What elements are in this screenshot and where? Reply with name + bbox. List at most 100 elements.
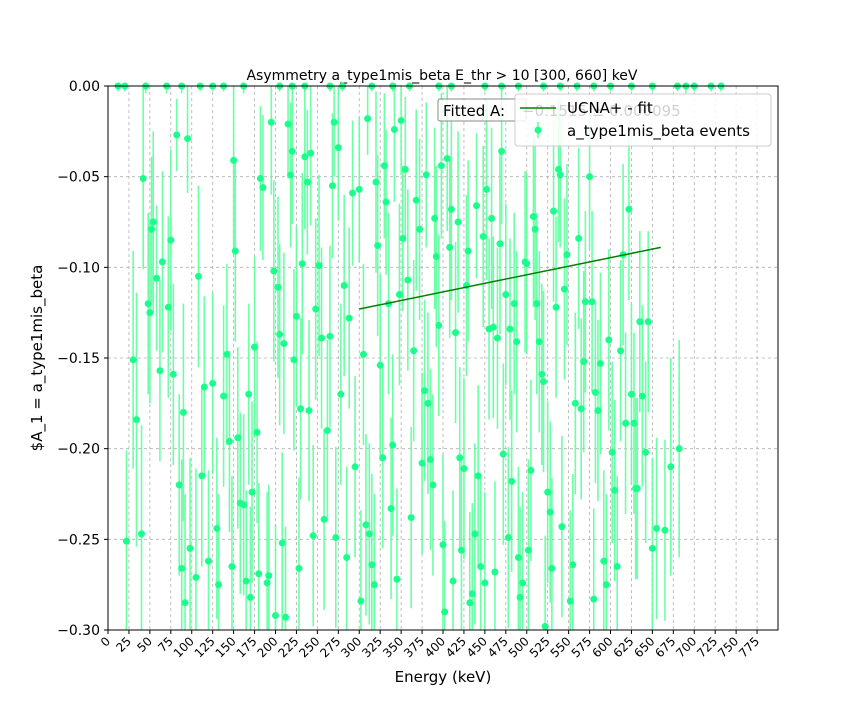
fit-annotation: Fitted A: <box>437 98 527 122</box>
event-point <box>251 343 259 351</box>
event-point <box>280 339 288 347</box>
event-point <box>613 563 621 571</box>
y-tick-layer: −0.30 −0.25 −0.20 −0.15 −0.10 −0.05 0.00 <box>57 79 108 639</box>
event-point <box>139 174 147 182</box>
event-point <box>571 399 579 407</box>
event-point <box>305 407 313 415</box>
x-tick-label: 50 <box>134 634 155 655</box>
event-point <box>209 379 217 387</box>
event-point <box>449 577 457 585</box>
event-point <box>642 448 650 456</box>
event-point <box>153 274 161 282</box>
event-point <box>581 298 589 306</box>
event-point <box>498 147 506 155</box>
x-tick-label: 500 <box>506 634 532 660</box>
x-tick-label: 550 <box>548 634 574 660</box>
event-point <box>138 530 145 538</box>
event-point <box>529 213 537 221</box>
x-tick-label: 175 <box>234 634 260 660</box>
event-point <box>376 361 384 369</box>
fit-annotation-value: −0.1515 ± 0.000095 <box>522 102 681 120</box>
event-point <box>600 557 608 565</box>
event-point <box>447 205 455 213</box>
event-point <box>178 564 186 572</box>
event-point <box>389 441 397 449</box>
event-point <box>326 332 334 340</box>
event-point <box>617 347 625 355</box>
chart-title: Asymmetry a_type1mis_beta E_thr > 10 [30… <box>246 68 637 84</box>
event-point <box>523 260 531 268</box>
event-point <box>410 347 418 355</box>
y-axis-label: $A_1 = a_type1mis_beta <box>28 265 47 452</box>
event-point <box>560 285 568 293</box>
event-point <box>298 260 306 268</box>
event-point <box>357 597 365 605</box>
event-point <box>393 575 401 583</box>
event-point <box>387 505 395 513</box>
event-point <box>439 541 447 549</box>
event-point <box>397 116 405 124</box>
fit-annotation-prefix: Fitted A: <box>443 102 505 120</box>
event-point <box>248 488 256 496</box>
event-point <box>323 427 331 435</box>
event-point <box>340 281 348 289</box>
event-point <box>412 196 420 204</box>
event-point <box>473 202 480 210</box>
x-tick-label: 225 <box>275 634 301 660</box>
point-layer <box>114 82 725 630</box>
event-point <box>513 338 521 346</box>
event-point <box>200 383 208 391</box>
x-tick-label: 450 <box>464 634 490 660</box>
event-point <box>575 234 583 242</box>
x-axis-label: Energy (keV) <box>395 668 492 686</box>
event-point <box>240 501 248 509</box>
event-point <box>382 198 390 206</box>
event-point <box>144 300 152 308</box>
event-point <box>555 165 563 173</box>
event-point <box>265 572 273 580</box>
event-point <box>328 182 336 190</box>
event-point <box>301 153 309 161</box>
event-point <box>184 135 192 143</box>
event-point <box>496 240 504 248</box>
event-point <box>544 488 552 496</box>
event-point <box>129 356 137 364</box>
event-point <box>223 350 231 358</box>
event-point <box>267 118 275 126</box>
event-point <box>605 336 613 344</box>
event-point <box>194 272 202 280</box>
event-point <box>577 405 585 413</box>
y-tick-label: −0.10 <box>57 260 100 276</box>
event-point <box>491 568 499 576</box>
event-point <box>591 388 599 396</box>
event-point <box>558 523 566 531</box>
event-point <box>493 334 501 342</box>
y-tick-label: −0.20 <box>57 442 100 458</box>
event-point <box>531 225 539 233</box>
y-tick-label: −0.15 <box>57 351 100 367</box>
event-point <box>477 563 485 571</box>
event-point <box>312 305 320 313</box>
event-point <box>132 416 140 424</box>
y-tick-label: 0.00 <box>69 79 100 95</box>
event-point <box>622 419 630 427</box>
event-point <box>422 171 430 179</box>
event-point <box>441 608 449 616</box>
event-point <box>446 243 454 251</box>
event-point <box>429 481 437 489</box>
event-point <box>569 561 577 569</box>
event-point <box>435 321 443 329</box>
event-point <box>288 147 296 155</box>
event-point <box>167 236 175 244</box>
event-point <box>290 356 298 364</box>
x-tick-label: 125 <box>192 634 218 660</box>
event-point <box>625 205 633 213</box>
event-point <box>538 370 546 378</box>
event-point <box>169 370 177 378</box>
event-point <box>337 390 345 398</box>
event-point <box>540 378 547 386</box>
event-point <box>276 330 284 338</box>
event-point <box>510 300 518 308</box>
event-point <box>596 359 604 367</box>
event-point <box>519 579 527 587</box>
